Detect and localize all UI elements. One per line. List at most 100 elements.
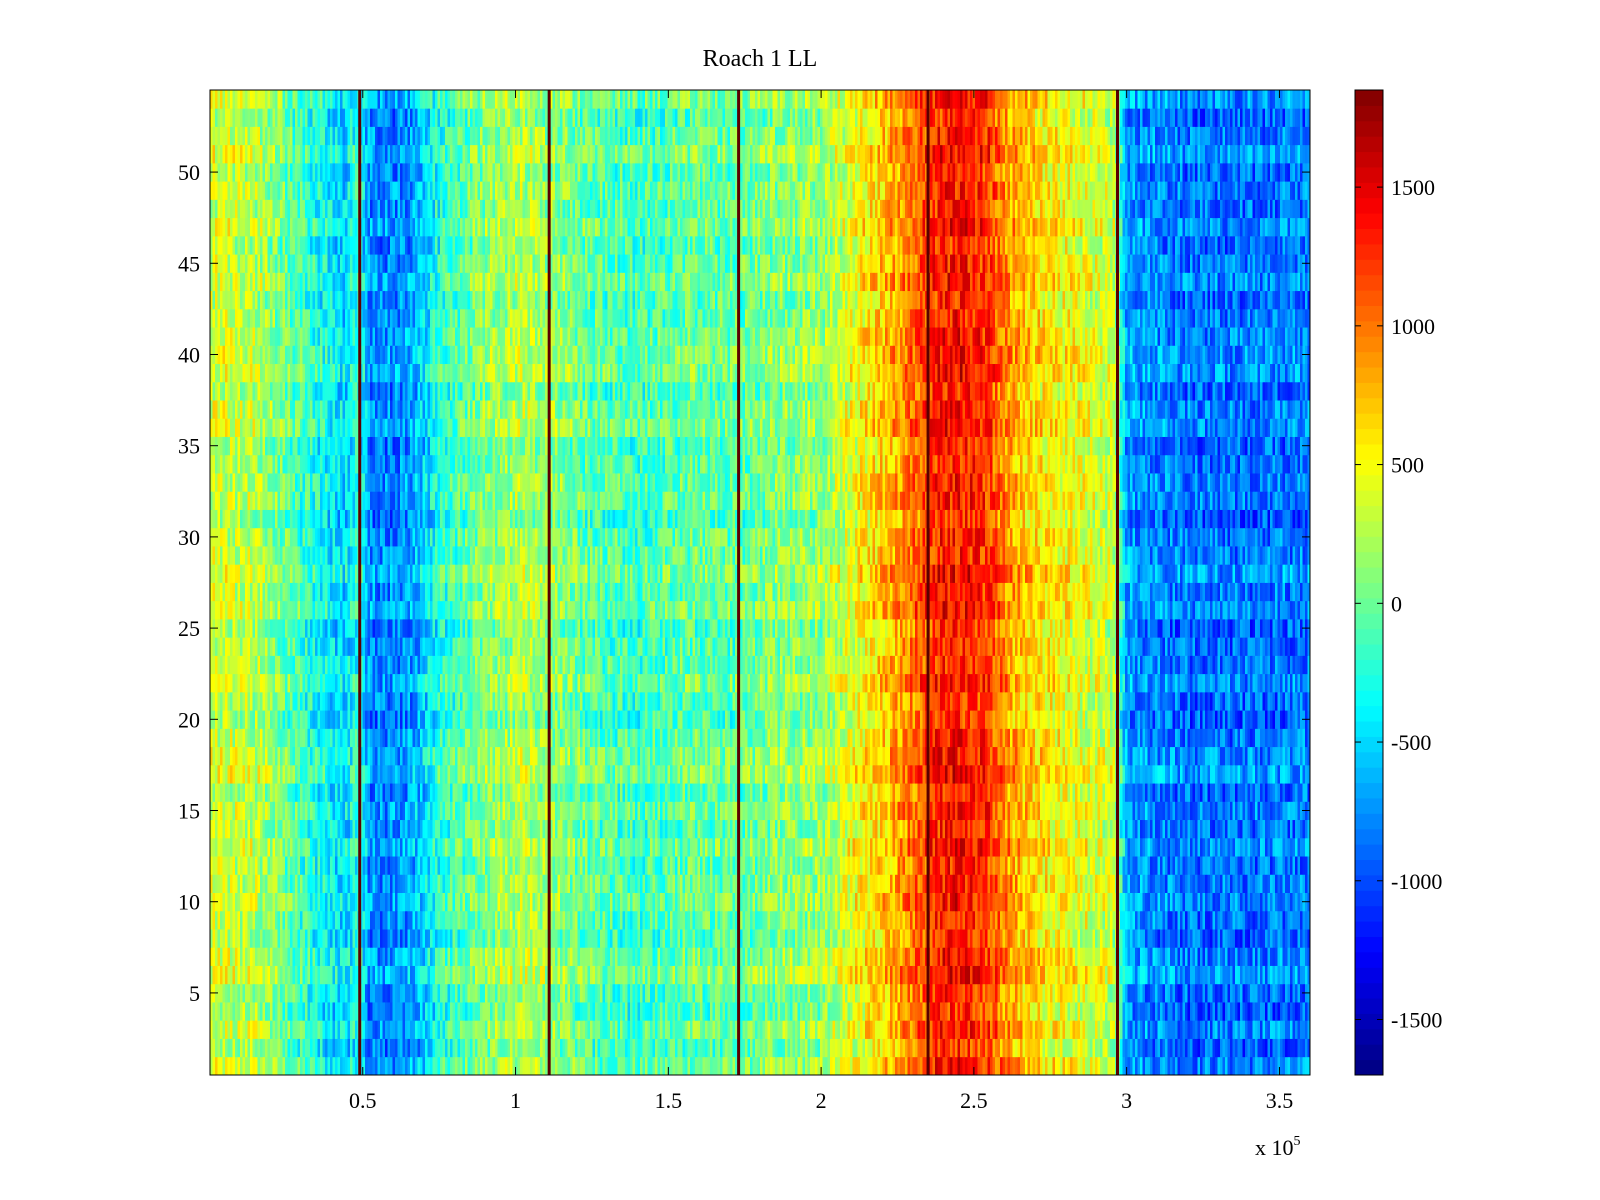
heatmap-cell (635, 1002, 638, 1021)
heatmap-cell (1245, 1020, 1248, 1039)
heatmap-cell (308, 874, 311, 893)
heatmap-cell (985, 1002, 988, 1021)
heatmap-cell (440, 1057, 443, 1076)
heatmap-cell (1055, 1020, 1058, 1039)
heatmap-cell (1035, 893, 1038, 912)
heatmap-cell (690, 893, 693, 912)
heatmap-cell (725, 1057, 728, 1076)
heatmap-cell (708, 1057, 711, 1076)
heatmap-cell (843, 947, 846, 966)
heatmap-cell (485, 911, 488, 930)
heatmap-cell (510, 929, 513, 948)
heatmap-cell (1073, 947, 1076, 966)
heatmap-cell (603, 874, 606, 893)
heatmap-cell (648, 1057, 651, 1076)
heatmap-cell (290, 1039, 293, 1058)
heatmap-cell (605, 929, 608, 948)
heatmap-cell (968, 929, 971, 948)
heatmap-cell (483, 929, 486, 948)
heatmap-cell (1195, 929, 1198, 948)
heatmap-cell (1250, 1002, 1253, 1021)
heatmap-cell (275, 1020, 278, 1039)
heatmap-cell (595, 984, 598, 1003)
heatmap-cell (248, 1057, 251, 1076)
heatmap-cell (1033, 947, 1036, 966)
heatmap-cell (1105, 1057, 1108, 1076)
heatmap-cell (910, 984, 913, 1003)
heatmap-cell (345, 911, 348, 930)
heatmap-cell (1093, 893, 1096, 912)
heatmap-cell (1280, 1002, 1283, 1021)
heatmap-cell (1180, 947, 1183, 966)
heatmap-cell (1020, 1057, 1023, 1076)
heatmap-cell (970, 929, 973, 948)
heatmap-cell (588, 911, 591, 930)
heatmap-cell (305, 874, 308, 893)
heatmap-cell (948, 1020, 951, 1039)
heatmap-cell (965, 893, 968, 912)
heatmap-cell (1000, 966, 1003, 985)
heatmap-cell (838, 874, 841, 893)
heatmap-cell (608, 1020, 611, 1039)
heatmap-cell (978, 1002, 981, 1021)
heatmap-cell (285, 893, 288, 912)
heatmap-cell (508, 1039, 511, 1058)
heatmap-cell (990, 1039, 993, 1058)
heatmap-cell (673, 1002, 676, 1021)
heatmap-cell (588, 893, 591, 912)
heatmap-cell (308, 984, 311, 1003)
heatmap-cell (380, 1020, 383, 1039)
heatmap-cell (493, 966, 496, 985)
heatmap-cell (365, 1057, 368, 1076)
heatmap-cell (1275, 929, 1278, 948)
heatmap-cell (603, 984, 606, 1003)
heatmap-cell (1193, 966, 1196, 985)
heatmap-cell (220, 966, 223, 985)
heatmap-cell (630, 947, 633, 966)
heatmap-cell (1180, 1039, 1183, 1058)
heatmap-cell (823, 929, 826, 948)
heatmap-cell (623, 947, 626, 966)
heatmap-cell (1148, 893, 1151, 912)
heatmap-cell (715, 929, 718, 948)
heatmap-cell (253, 911, 256, 930)
heatmap-cell (268, 1057, 271, 1076)
heatmap-cell (373, 1020, 376, 1039)
heatmap-cell (375, 1057, 378, 1076)
heatmap-cell (538, 856, 541, 875)
heatmap-cell (933, 947, 936, 966)
heatmap-cell (303, 911, 306, 930)
heatmap-cell (688, 893, 691, 912)
heatmap-cell (263, 893, 266, 912)
heatmap-cell (350, 947, 353, 966)
heatmap-cell (823, 1002, 826, 1021)
heatmap-cell (1055, 1039, 1058, 1058)
heatmap-cell (1208, 1057, 1211, 1076)
heatmap-cell (220, 911, 223, 930)
heatmap-cell (1193, 893, 1196, 912)
heatmap-cell (1028, 1020, 1031, 1039)
heatmap-cell (740, 1057, 743, 1076)
heatmap-cell (593, 966, 596, 985)
heatmap-cell (825, 1057, 828, 1076)
heatmap-cell (1270, 1057, 1273, 1076)
heatmap-cell (1183, 984, 1186, 1003)
heatmap-cell (675, 1002, 678, 1021)
heatmap-cell (740, 966, 743, 985)
heatmap-cell (848, 1039, 851, 1058)
heatmap-cell (1230, 893, 1233, 912)
heatmap-cell (620, 1020, 623, 1039)
heatmap-cell (568, 1020, 571, 1039)
heatmap-cell (1030, 984, 1033, 1003)
heatmap-cell (1035, 1039, 1038, 1058)
heatmap-cell (900, 947, 903, 966)
heatmap-cell (1078, 966, 1081, 985)
heatmap-cell (1223, 966, 1226, 985)
heatmap-cell (1205, 1020, 1208, 1039)
heatmap-cell (613, 1039, 616, 1058)
heatmap-cell (393, 911, 396, 930)
heatmap-cell (1270, 911, 1273, 930)
heatmap-cell (775, 893, 778, 912)
heatmap-cell (940, 1002, 943, 1021)
heatmap-cell (635, 984, 638, 1003)
